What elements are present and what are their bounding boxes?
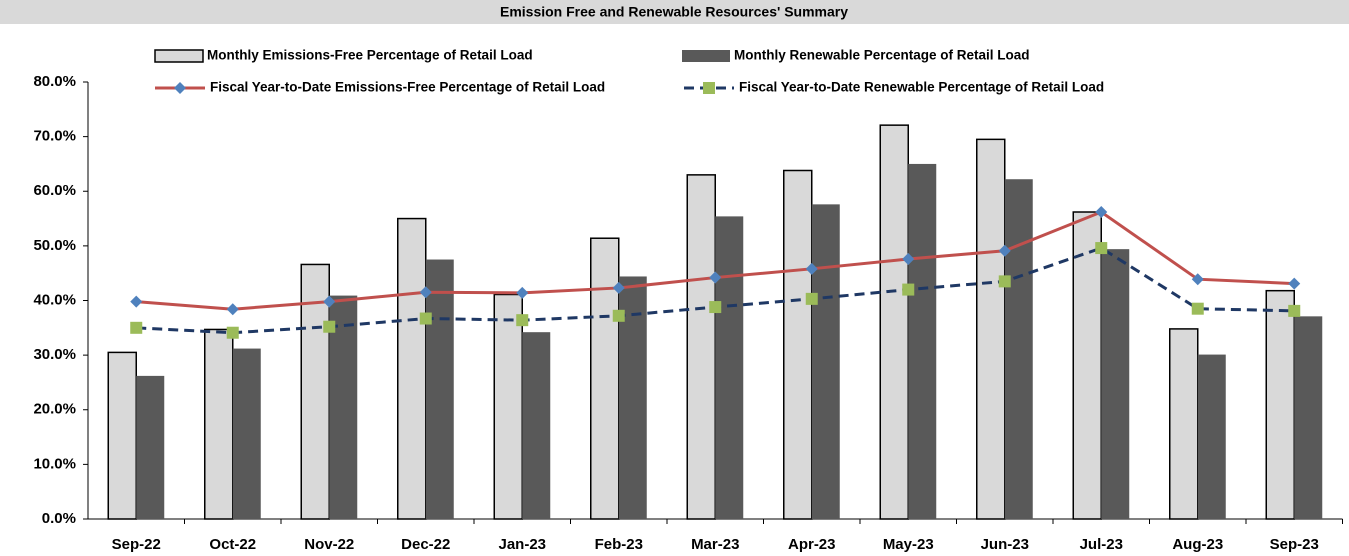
marker: [998, 275, 1011, 288]
legend-label: Monthly Renewable Percentage of Retail L…: [734, 48, 1030, 63]
marker: [709, 271, 722, 284]
marker: [130, 321, 143, 334]
x-tick-label: Dec-22: [401, 536, 450, 553]
bar: [232, 348, 261, 519]
bar: [136, 375, 165, 519]
y-tick-label: 50.0%: [33, 237, 76, 254]
x-tick-label: Oct-22: [209, 536, 256, 553]
bar: [908, 163, 937, 519]
marker: [516, 286, 529, 299]
marker: [1095, 206, 1108, 219]
marker: [419, 286, 432, 299]
x-tick-label: Sep-22: [112, 536, 161, 553]
x-tick-label: Mar-23: [691, 536, 739, 553]
x-tick-label: Jan-23: [498, 536, 546, 553]
bar: [715, 216, 744, 519]
marker: [805, 262, 818, 275]
marker: [516, 314, 529, 327]
title-bar: [0, 0, 1349, 24]
bar: [811, 204, 840, 520]
bar: [329, 295, 358, 519]
y-tick-label: 20.0%: [33, 401, 76, 418]
marker: [998, 244, 1011, 257]
legend-marker: [174, 82, 186, 94]
x-tick-label: Apr-23: [788, 536, 836, 553]
bar: [204, 328, 234, 520]
legend-label: Monthly Emissions-Free Percentage of Ret…: [207, 48, 533, 63]
x-tick-label: Jun-23: [981, 536, 1029, 553]
marker: [612, 309, 625, 322]
bar: [1265, 289, 1295, 520]
marker: [130, 295, 143, 308]
y-tick-label: 70.0%: [33, 128, 76, 145]
marker: [1191, 273, 1204, 286]
bar: [976, 138, 1006, 520]
bar: [1004, 179, 1033, 520]
y-tick-label: 0.0%: [42, 510, 76, 527]
bar: [493, 293, 523, 520]
bar: [1197, 354, 1226, 519]
x-tick-label: Sep-23: [1270, 536, 1319, 553]
x-tick-label: Aug-23: [1172, 536, 1223, 553]
x-tick-label: Feb-23: [595, 536, 643, 553]
y-tick-label: 10.0%: [33, 455, 76, 472]
marker: [323, 320, 336, 333]
marker: [323, 295, 336, 308]
bar: [879, 124, 909, 520]
legend-label: Fiscal Year-to-Date Renewable Percentage…: [739, 80, 1104, 95]
bar: [783, 169, 813, 520]
y-tick-label: 60.0%: [33, 182, 76, 199]
bar: [397, 217, 427, 520]
bar: [590, 237, 620, 520]
bar: [522, 332, 551, 519]
x-tick-label: Nov-22: [304, 536, 354, 553]
marker: [709, 301, 722, 314]
marker: [1288, 304, 1301, 317]
x-tick-label: Jul-23: [1080, 536, 1123, 553]
chart-title: Emission Free and Renewable Resources' S…: [500, 4, 848, 20]
marker: [1288, 277, 1301, 290]
legend-swatch: [154, 49, 204, 63]
legend-swatch: [682, 50, 730, 62]
bar: [107, 351, 137, 520]
legend-label: Fiscal Year-to-Date Emissions-Free Perce…: [210, 80, 605, 95]
bar: [1294, 316, 1323, 519]
bar: [1101, 249, 1130, 519]
legend-marker: [703, 82, 715, 94]
marker: [902, 283, 915, 296]
y-tick-label: 40.0%: [33, 291, 76, 308]
marker: [226, 303, 239, 316]
marker: [419, 312, 432, 325]
y-tick-label: 30.0%: [33, 346, 76, 363]
marker: [805, 292, 818, 305]
marker: [226, 326, 239, 339]
marker: [1191, 302, 1204, 315]
marker: [1095, 242, 1108, 255]
bar: [1072, 211, 1102, 520]
bar: [686, 174, 716, 520]
bar: [1169, 328, 1199, 520]
marker: [902, 252, 915, 265]
marker: [612, 281, 625, 294]
x-tick-label: May-23: [883, 536, 934, 553]
bar: [425, 259, 454, 519]
y-tick-label: 80.0%: [33, 73, 76, 90]
